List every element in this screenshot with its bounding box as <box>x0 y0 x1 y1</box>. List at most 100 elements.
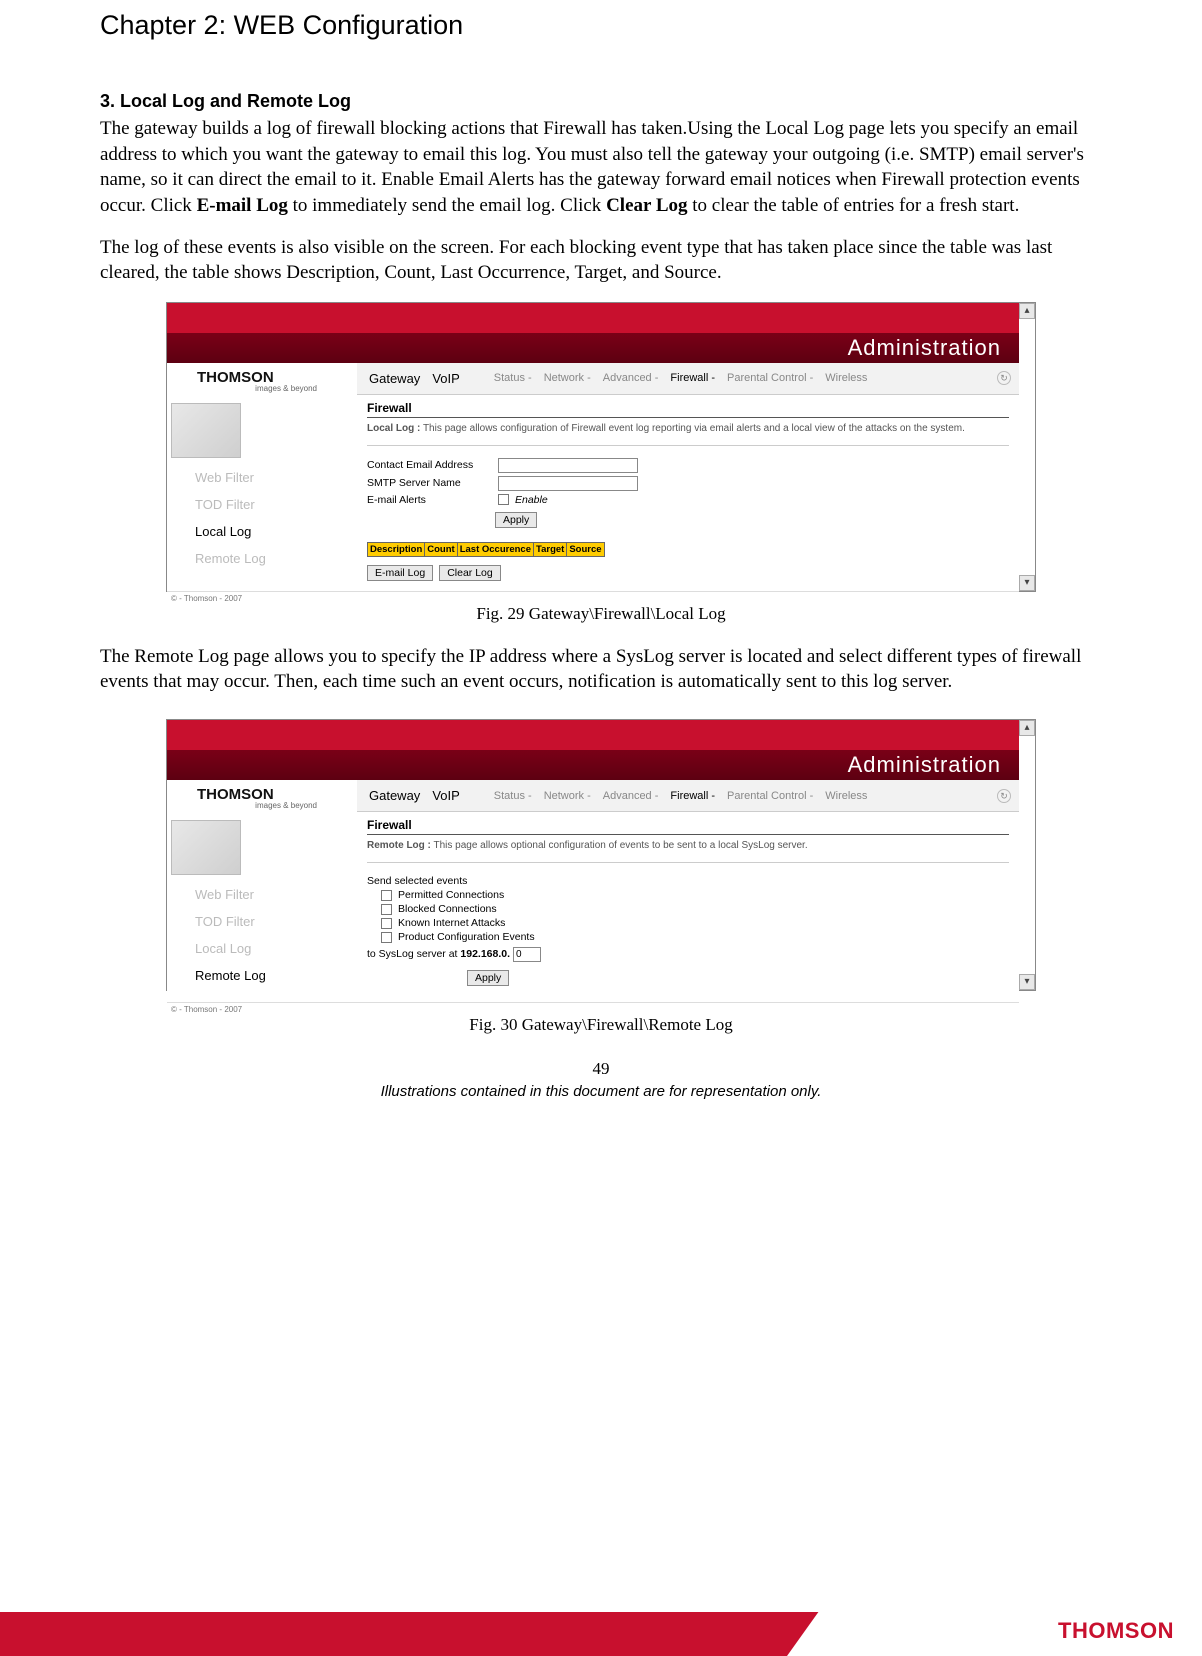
scrollbar-down-icon[interactable]: ▾ <box>1019 575 1035 591</box>
caption-fig-30: Fig. 30 Gateway\Firewall\Remote Log <box>100 1015 1102 1035</box>
syslog-line: to SysLog server at 192.168.0. <box>367 947 1009 962</box>
main-panel: Firewall Remote Log : This page allows o… <box>357 812 1019 1002</box>
admin-bar: Administration <box>167 750 1019 780</box>
col-last-occurrence: Last Occurence <box>458 543 534 556</box>
logo-cell: THOMSON images & beyond <box>167 363 357 395</box>
sidebar: Web Filter TOD Filter Local Log Remote L… <box>167 395 357 591</box>
tab-bar: Gateway VoIP Status - Network - Advanced… <box>357 780 1019 812</box>
email-alerts-checkbox[interactable] <box>498 494 509 505</box>
disclaimer: Illustrations contained in this document… <box>100 1083 1102 1100</box>
col-count: Count <box>425 543 457 556</box>
scrollbar-down-icon[interactable]: ▾ <box>1019 974 1035 990</box>
sidebar-item-remote-log[interactable]: Remote Log <box>167 962 357 989</box>
refresh-icon[interactable]: ↻ <box>997 371 1011 385</box>
subtab-advanced[interactable]: Advanced - <box>603 790 659 802</box>
label-known-attacks: Known Internet Attacks <box>398 917 505 929</box>
label-enable: Enable <box>515 494 548 506</box>
topbar <box>167 720 1019 750</box>
subtab-advanced[interactable]: Advanced - <box>603 372 659 384</box>
logo-cell: THOMSON images & beyond <box>167 780 357 812</box>
col-description: Description <box>368 543 425 556</box>
section-title: 3. Local Log and Remote Log <box>100 91 1102 112</box>
sidebar-item-web-filter[interactable]: Web Filter <box>167 881 357 908</box>
contact-email-input[interactable] <box>498 458 638 473</box>
sidebar-image <box>171 403 241 458</box>
send-events-label: Send selected events <box>367 875 1009 887</box>
copyright: © - Thomson - 2007 <box>167 591 1019 605</box>
email-log-button[interactable]: E-mail Log <box>367 565 433 581</box>
para1-e: to clear the table of entries for a fres… <box>688 195 1020 216</box>
apply-button[interactable]: Apply <box>467 970 509 986</box>
para1-b: E-mail Log <box>197 195 288 216</box>
subtab-network[interactable]: Network - <box>544 790 591 802</box>
label-permitted-connections: Permitted Connections <box>398 889 504 901</box>
screenshot-local-log: ▴ ▾ Administration THOMSON images & beyo… <box>166 302 1036 592</box>
syslog-prefix: to SysLog server at <box>367 948 460 960</box>
label-smtp-server: SMTP Server Name <box>367 477 492 489</box>
subtab-network[interactable]: Network - <box>544 372 591 384</box>
desc-text: This page allows optional configuration … <box>431 840 808 851</box>
sidebar-item-remote-log[interactable]: Remote Log <box>167 545 357 572</box>
subtab-status[interactable]: Status - <box>494 372 532 384</box>
footer-thomson-logo: THOMSON <box>1058 1618 1174 1644</box>
sidebar-item-local-log[interactable]: Local Log <box>167 518 357 545</box>
label-product-config: Product Configuration Events <box>398 931 535 943</box>
scrollbar-up-icon[interactable]: ▴ <box>1019 720 1035 736</box>
subtab-wireless[interactable]: Wireless <box>825 372 867 384</box>
tab-gateway[interactable]: Gateway <box>369 371 420 386</box>
chapter-title: Chapter 2: WEB Configuration <box>100 10 1102 41</box>
apply-button[interactable]: Apply <box>495 512 537 528</box>
label-email-alerts: E-mail Alerts <box>367 494 492 506</box>
sidebar: Web Filter TOD Filter Local Log Remote L… <box>167 812 357 1002</box>
sidebar-item-tod-filter[interactable]: TOD Filter <box>167 908 357 935</box>
permitted-connections-checkbox[interactable] <box>381 890 392 901</box>
panel-description: Remote Log : This page allows optional c… <box>367 837 1009 863</box>
tab-voip[interactable]: VoIP <box>432 788 459 803</box>
paragraph-1: The gateway builds a log of firewall blo… <box>100 116 1102 219</box>
para1-c: to immediately send the email log. Click <box>288 195 606 216</box>
panel-title: Firewall <box>367 399 1009 418</box>
syslog-octet-input[interactable] <box>513 947 541 962</box>
subtab-wireless[interactable]: Wireless <box>825 790 867 802</box>
refresh-icon[interactable]: ↻ <box>997 789 1011 803</box>
subtab-parental[interactable]: Parental Control - <box>727 790 813 802</box>
copyright: © - Thomson - 2007 <box>167 1002 1019 1016</box>
topbar <box>167 303 1019 333</box>
screenshot-remote-log: ▴ ▾ Administration THOMSON images & beyo… <box>166 719 1036 991</box>
label-blocked-connections: Blocked Connections <box>398 903 497 915</box>
clear-log-button[interactable]: Clear Log <box>439 565 501 581</box>
paragraph-2: The log of these events is also visible … <box>100 235 1102 286</box>
page-number: 49 <box>100 1059 1102 1079</box>
smtp-server-input[interactable] <box>498 476 638 491</box>
panel-description: Local Log : This page allows configurati… <box>367 420 1009 446</box>
col-source: Source <box>567 543 603 556</box>
tab-bar: Gateway VoIP Status - Network - Advanced… <box>357 363 1019 395</box>
log-table-header: Description Count Last Occurence Target … <box>367 542 605 557</box>
tab-voip[interactable]: VoIP <box>432 371 459 386</box>
sidebar-item-tod-filter[interactable]: TOD Filter <box>167 491 357 518</box>
blocked-connections-checkbox[interactable] <box>381 904 392 915</box>
page-footer: THOMSON <box>0 1600 1202 1656</box>
para1-d: Clear Log <box>606 195 687 216</box>
desc-text: This page allows configuration of Firewa… <box>420 423 965 434</box>
panel-title: Firewall <box>367 816 1009 835</box>
subtab-status[interactable]: Status - <box>494 790 532 802</box>
desc-label: Local Log : <box>367 423 420 434</box>
main-panel: Firewall Local Log : This page allows co… <box>357 395 1019 591</box>
known-attacks-checkbox[interactable] <box>381 918 392 929</box>
sidebar-image <box>171 820 241 875</box>
sidebar-item-web-filter[interactable]: Web Filter <box>167 464 357 491</box>
subtab-firewall[interactable]: Firewall - <box>670 372 715 384</box>
subtab-firewall[interactable]: Firewall - <box>670 790 715 802</box>
col-target: Target <box>534 543 567 556</box>
admin-bar: Administration <box>167 333 1019 363</box>
sidebar-item-local-log[interactable]: Local Log <box>167 935 357 962</box>
syslog-ip: 192.168.0. <box>460 948 510 960</box>
label-contact-email: Contact Email Address <box>367 459 492 471</box>
subtab-parental[interactable]: Parental Control - <box>727 372 813 384</box>
tab-gateway[interactable]: Gateway <box>369 788 420 803</box>
paragraph-3: The Remote Log page allows you to specif… <box>100 644 1102 695</box>
product-config-checkbox[interactable] <box>381 932 392 943</box>
caption-fig-29: Fig. 29 Gateway\Firewall\Local Log <box>100 604 1102 624</box>
scrollbar-up-icon[interactable]: ▴ <box>1019 303 1035 319</box>
